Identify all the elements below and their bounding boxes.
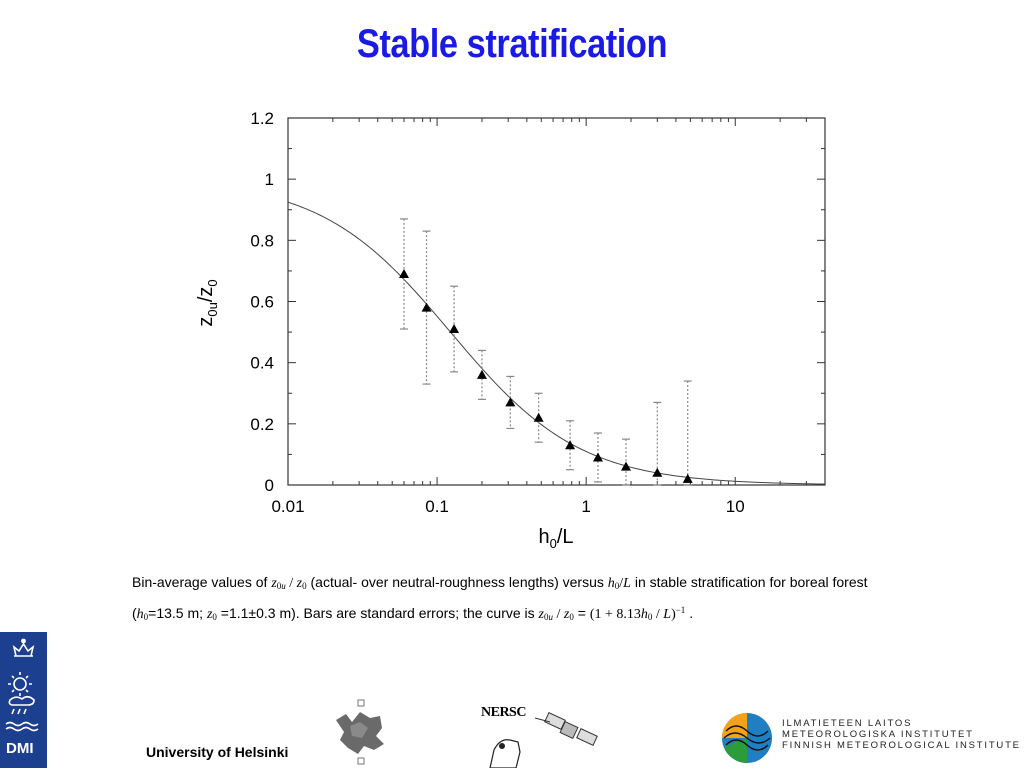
caption-part-5: =1.1±0.3 m). Bars are standard errors; t… [216,605,539,621]
dmi-emblem-icon [5,638,39,732]
y-tick-label: 0.4 [250,354,274,373]
x-tick-label: 0.01 [271,497,304,516]
y-tick-label: 0.2 [250,415,274,434]
caption-part-7: . [685,605,694,621]
data-point-marker [592,452,603,462]
y-axis-label: z0u/z0 [195,279,220,326]
fmi-line-1: ILMATIETEEN LAITOS [782,718,913,729]
slide-title: Stable stratification [72,22,953,67]
y-tick-label: 1.2 [250,109,274,128]
x-tick-label: 10 [726,497,745,516]
data-point-marker [399,268,410,278]
figure-caption: Bin-average values of z0u / z0 (actual- … [132,570,922,629]
fmi-line-3: FINNISH METEOROLOGICAL INSTITUTE [782,740,1021,751]
y-axis-ticks: 0 0.2 0.4 0.6 0.8 1 1.2 [250,109,825,495]
caption-math-h0: h0 [136,607,149,622]
caption-math-z0: z0 [206,607,217,622]
fmi-line-2: METEOROLOGISKA INSTITUTET [782,729,974,740]
data-point-marker [421,302,432,312]
stratification-chart: 0.01 0.1 1 10 0 0.2 0.4 0.6 0.8 1 1.2 h0/L z0u/z0 [195,109,826,551]
x-axis-label: h0/L [538,526,573,551]
university-label: University of Helsinki [146,744,289,760]
caption-part-4: =13.5 m; [148,605,207,621]
plot-frame [287,117,826,486]
helsinki-map-logo-icon [336,699,384,765]
nersc-satellite-bear-icon [489,712,598,768]
caption-math-formula: (1 + 8.13h0 / L)−1 [589,605,686,622]
slide-title-text: Stable stratification [356,22,668,66]
dmi-label: DMI [6,740,34,757]
x-axis-ticks: 0.01 0.1 1 10 [271,118,826,516]
caption-part-2: (actual- over neutral-roughness lengths)… [310,574,608,590]
caption-math-ratio: z0u / z0 [271,576,307,591]
caption-math-h0L: h0/L [607,576,631,591]
y-tick-label: 0.6 [250,293,274,312]
x-tick-label: 0.1 [425,497,449,516]
data-point-marker [449,324,460,334]
caption-part-3: in stable stratification for boreal fore… [132,574,868,621]
data-point-marker [533,412,544,422]
data-point-marker [505,397,516,407]
caption-part-1: Bin-average values of [132,574,272,590]
y-tick-label: 0 [265,476,274,495]
fmi-globe-icon [722,713,772,763]
data-point-marker [652,467,663,477]
caption-part-6: = [573,605,590,621]
y-tick-label: 1 [265,170,274,189]
fit-curve [287,201,826,485]
dmi-logo: DMI [0,632,47,768]
data-point-marker [620,461,631,471]
y-tick-label: 0.8 [250,231,274,250]
data-markers [399,268,693,483]
fmi-name: ILMATIETEEN LAITOS METEOROLOGISKA INSTIT… [782,718,1021,751]
data-point-marker [476,369,487,379]
data-point-marker [682,473,693,483]
caption-math-ratio-2: z0u / z0 [538,607,574,622]
x-tick-label: 1 [581,497,590,516]
error-bars [400,218,692,486]
nersc-label: NERSC [481,705,526,720]
data-point-marker [565,440,576,450]
